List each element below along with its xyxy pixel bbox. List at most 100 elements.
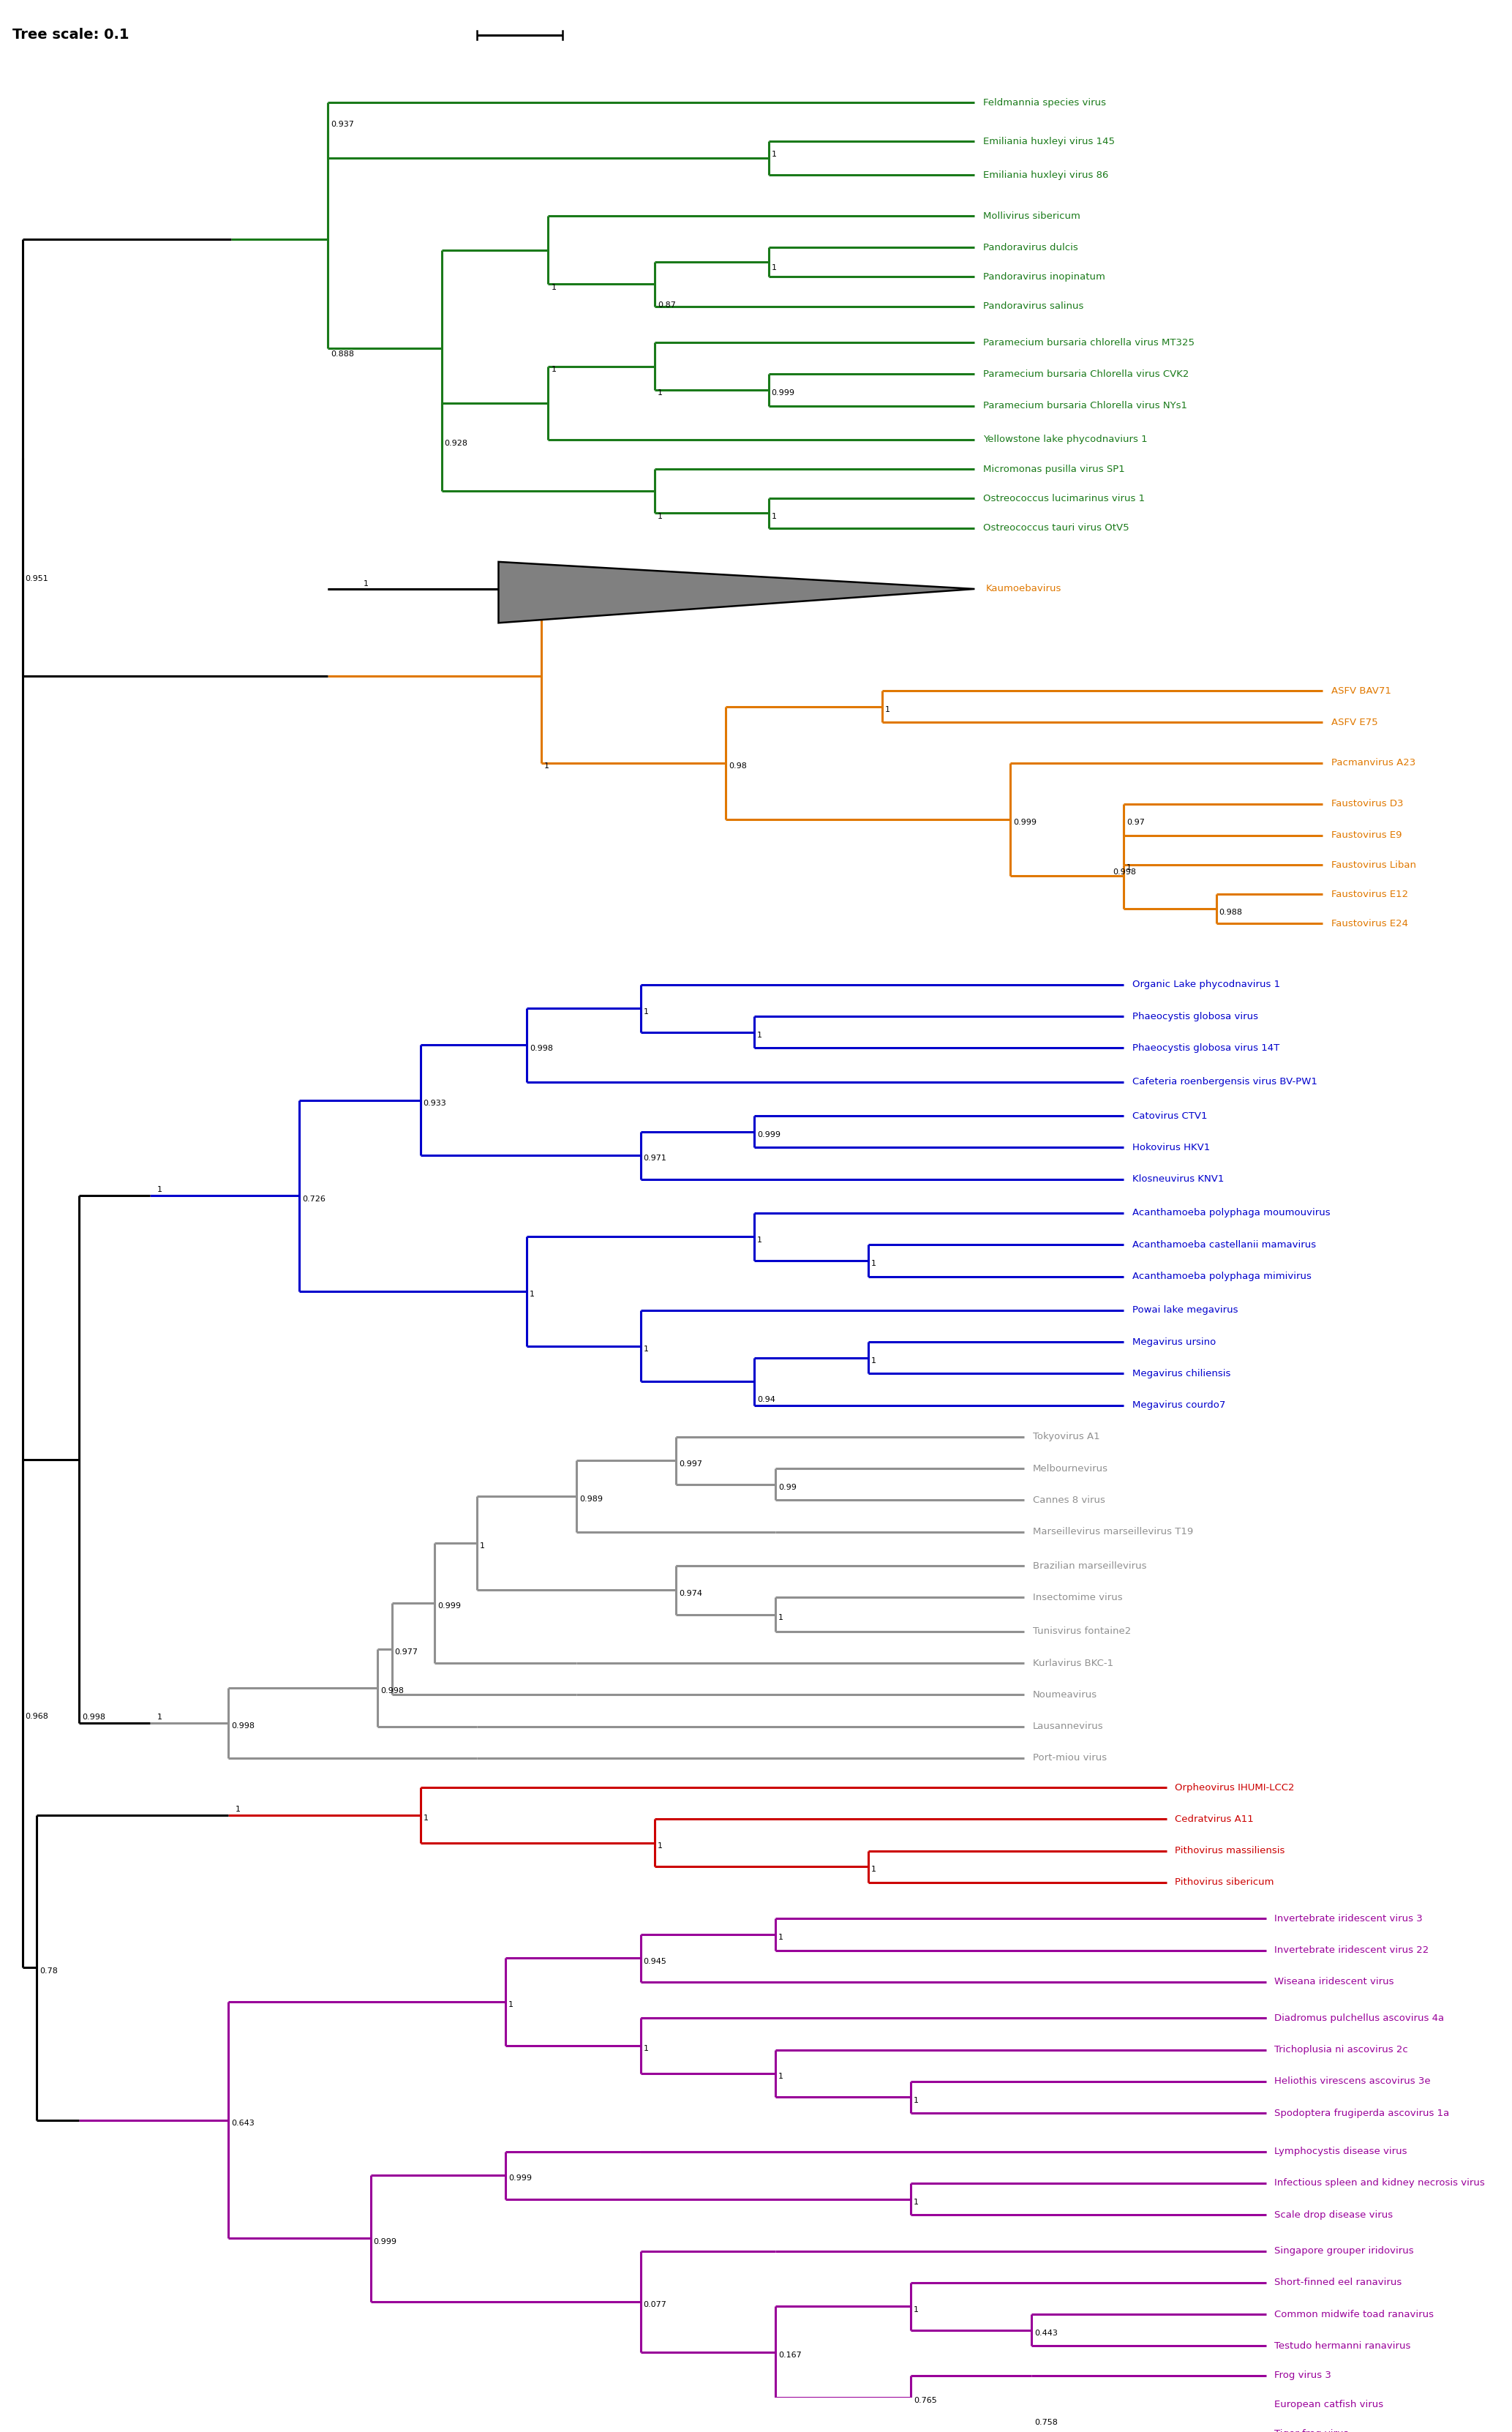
Text: 0.998: 0.998 — [381, 1688, 404, 1695]
Text: 0.937: 0.937 — [331, 122, 354, 129]
Text: Cafeteria roenbergensis virus BV-PW1: Cafeteria roenbergensis virus BV-PW1 — [1132, 1077, 1317, 1087]
Text: Testudo hermanni ranavirus: Testudo hermanni ranavirus — [1275, 2342, 1411, 2352]
Text: 0.97: 0.97 — [1126, 820, 1145, 827]
Text: 0.167: 0.167 — [779, 2352, 801, 2359]
Text: Feldmannia species virus: Feldmannia species virus — [983, 97, 1107, 107]
Text: 0.077: 0.077 — [644, 2301, 667, 2308]
Text: 1: 1 — [771, 513, 777, 520]
Text: 0.974: 0.974 — [679, 1591, 703, 1598]
Text: Emiliania huxleyi virus 145: Emiliania huxleyi virus 145 — [983, 136, 1114, 146]
Text: Paramecium bursaria chlorella virus MT325: Paramecium bursaria chlorella virus MT32… — [983, 338, 1194, 348]
Text: 1: 1 — [508, 2002, 514, 2009]
Text: 0.971: 0.971 — [644, 1155, 667, 1162]
Text: Brazilian marseillevirus: Brazilian marseillevirus — [1033, 1561, 1146, 1571]
Text: Megavirus chiliensis: Megavirus chiliensis — [1132, 1369, 1231, 1379]
Text: 0.977: 0.977 — [395, 1649, 419, 1656]
Text: 1: 1 — [913, 2199, 919, 2206]
Text: 0.998: 0.998 — [529, 1046, 553, 1053]
Text: Heliothis virescens ascovirus 3e: Heliothis virescens ascovirus 3e — [1275, 2077, 1430, 2087]
Text: 0.997: 0.997 — [679, 1459, 703, 1466]
Text: 0.78: 0.78 — [39, 1967, 57, 1975]
Text: 0.968: 0.968 — [26, 1712, 48, 1719]
Text: Phaeocystis globosa virus: Phaeocystis globosa virus — [1132, 1012, 1258, 1021]
Text: Organic Lake phycodnavirus 1: Organic Lake phycodnavirus 1 — [1132, 980, 1281, 990]
Text: Pandoravirus inopinatum: Pandoravirus inopinatum — [983, 272, 1105, 282]
Text: Cannes 8 virus: Cannes 8 virus — [1033, 1496, 1105, 1505]
Text: Wiseana iridescent virus: Wiseana iridescent virus — [1275, 1977, 1394, 1987]
Text: Ostreococcus lucimarinus virus 1: Ostreococcus lucimarinus virus 1 — [983, 494, 1145, 503]
Text: 1: 1 — [779, 1615, 783, 1622]
Text: 1: 1 — [885, 705, 891, 713]
Text: Noumeavirus: Noumeavirus — [1033, 1690, 1098, 1700]
Text: 1: 1 — [529, 1291, 535, 1299]
Text: 1: 1 — [479, 1542, 485, 1549]
Text: Faustovirus E12: Faustovirus E12 — [1332, 890, 1408, 900]
Text: Pithovirus massiliensis: Pithovirus massiliensis — [1175, 1846, 1285, 1856]
Text: 0.989: 0.989 — [579, 1496, 603, 1503]
Text: Melbournevirus: Melbournevirus — [1033, 1464, 1108, 1474]
Text: 0.87: 0.87 — [658, 302, 676, 309]
Text: 1: 1 — [157, 1187, 162, 1194]
Text: 0.98: 0.98 — [729, 761, 747, 769]
Text: 0.988: 0.988 — [1219, 910, 1243, 917]
Text: 1: 1 — [771, 151, 777, 158]
Text: 1: 1 — [758, 1235, 762, 1243]
Text: Singapore grouper iridovirus: Singapore grouper iridovirus — [1275, 2247, 1414, 2257]
Text: Tiger frog virus: Tiger frog virus — [1275, 2430, 1349, 2432]
Text: Ostreococcus tauri virus OtV5: Ostreococcus tauri virus OtV5 — [983, 523, 1129, 533]
Text: Invertebrate iridescent virus 3: Invertebrate iridescent virus 3 — [1275, 1914, 1423, 1924]
Text: Pandoravirus salinus: Pandoravirus salinus — [983, 302, 1084, 311]
Text: 0.758: 0.758 — [1034, 2420, 1058, 2427]
Text: Invertebrate iridescent virus 22: Invertebrate iridescent virus 22 — [1275, 1946, 1429, 1955]
Text: Scale drop disease virus: Scale drop disease virus — [1275, 2211, 1393, 2220]
Text: 1: 1 — [758, 1031, 762, 1038]
Text: 0.945: 0.945 — [644, 1958, 667, 1965]
Text: Kaumoebavirus: Kaumoebavirus — [986, 584, 1061, 593]
Text: ASFV E75: ASFV E75 — [1332, 717, 1377, 727]
Text: Short-finned eel ranavirus: Short-finned eel ranavirus — [1275, 2279, 1402, 2289]
Text: 0.888: 0.888 — [331, 350, 354, 358]
Text: Trichoplusia ni ascovirus 2c: Trichoplusia ni ascovirus 2c — [1275, 2045, 1408, 2055]
Text: Mollivirus sibericum: Mollivirus sibericum — [983, 212, 1081, 221]
Text: 1: 1 — [644, 1345, 649, 1352]
Text: 1: 1 — [779, 2072, 783, 2079]
Text: 1: 1 — [363, 581, 369, 589]
Text: ASFV BAV71: ASFV BAV71 — [1332, 686, 1391, 696]
Text: Diadromus pulchellus ascovirus 4a: Diadromus pulchellus ascovirus 4a — [1275, 2014, 1444, 2023]
Text: Infectious spleen and kidney necrosis virus: Infectious spleen and kidney necrosis vi… — [1275, 2179, 1485, 2189]
Text: Marseillevirus marseillevirus T19: Marseillevirus marseillevirus T19 — [1033, 1527, 1193, 1537]
Text: 1: 1 — [913, 2096, 919, 2104]
Text: 0.998: 0.998 — [231, 1722, 254, 1729]
Text: Spodoptera frugiperda ascovirus 1a: Spodoptera frugiperda ascovirus 1a — [1275, 2109, 1450, 2118]
Text: 0.999: 0.999 — [1013, 820, 1036, 827]
Text: 0.643: 0.643 — [231, 2121, 254, 2128]
Text: 1: 1 — [871, 1865, 875, 1873]
Text: Paramecium bursaria Chlorella virus CVK2: Paramecium bursaria Chlorella virus CVK2 — [983, 370, 1188, 379]
Text: Kurlavirus BKC-1: Kurlavirus BKC-1 — [1033, 1659, 1113, 1668]
Text: Cedratvirus A11: Cedratvirus A11 — [1175, 1814, 1253, 1824]
Text: European catfish virus: European catfish virus — [1275, 2400, 1383, 2410]
Text: 1: 1 — [644, 2045, 649, 2053]
Text: Lymphocystis disease virus: Lymphocystis disease virus — [1275, 2147, 1408, 2157]
Text: 1: 1 — [771, 265, 777, 272]
Text: 0.999: 0.999 — [771, 389, 795, 396]
Text: 1: 1 — [423, 1814, 428, 1822]
Text: Powai lake megavirus: Powai lake megavirus — [1132, 1306, 1238, 1316]
Text: 1: 1 — [157, 1712, 162, 1719]
Text: Acanthamoeba castellanii mamavirus: Acanthamoeba castellanii mamavirus — [1132, 1240, 1315, 1250]
Text: 0.998: 0.998 — [1113, 868, 1136, 876]
Text: 0.999: 0.999 — [508, 2174, 532, 2182]
Text: Tree scale: 0.1: Tree scale: 0.1 — [12, 29, 129, 41]
Text: Tokyovirus A1: Tokyovirus A1 — [1033, 1432, 1099, 1442]
Text: 0.443: 0.443 — [1034, 2330, 1058, 2337]
Text: 0.933: 0.933 — [423, 1099, 446, 1107]
Text: 1: 1 — [550, 285, 556, 292]
Text: Pandoravirus dulcis: Pandoravirus dulcis — [983, 243, 1078, 253]
Text: 1: 1 — [550, 365, 556, 372]
Text: 1: 1 — [236, 1805, 240, 1812]
Text: 0.951: 0.951 — [26, 574, 48, 581]
Text: 1: 1 — [1126, 863, 1132, 871]
Text: Paramecium bursaria Chlorella virus NYs1: Paramecium bursaria Chlorella virus NYs1 — [983, 401, 1187, 411]
Text: Faustovirus Liban: Faustovirus Liban — [1332, 861, 1417, 871]
Text: 0.999: 0.999 — [373, 2237, 396, 2245]
